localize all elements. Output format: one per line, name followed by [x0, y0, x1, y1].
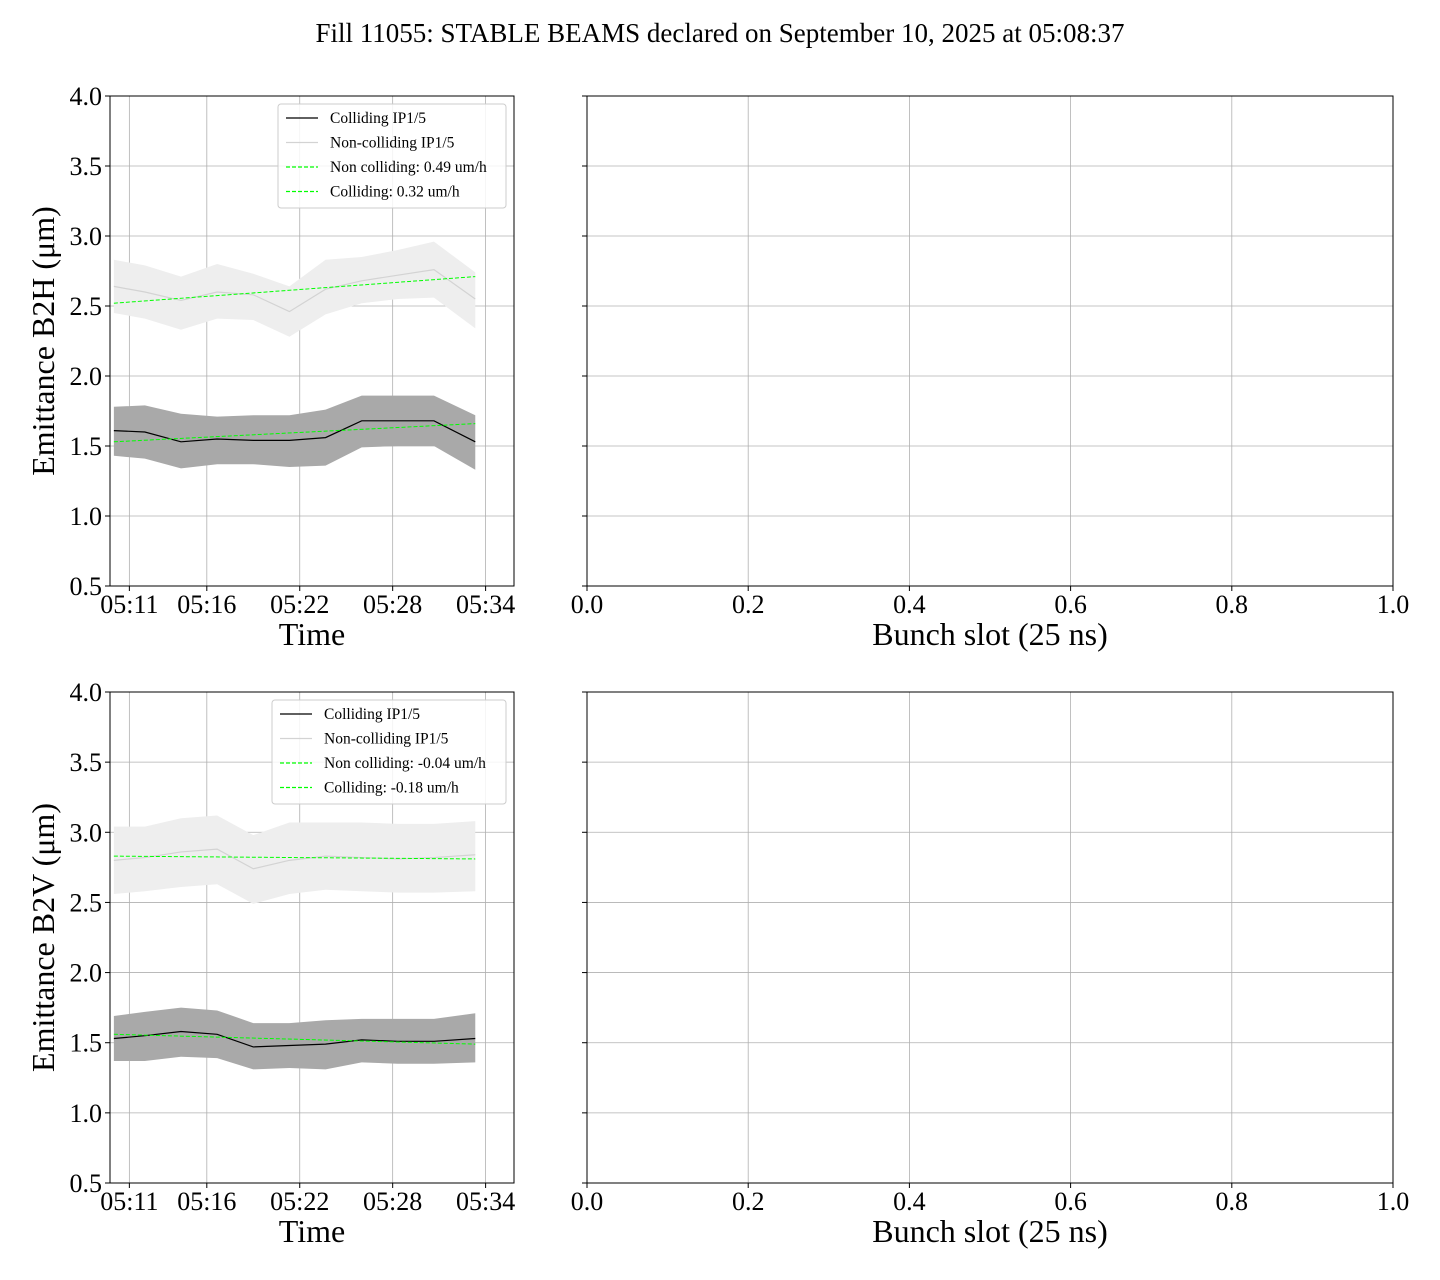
- y-tick-label: 2.0: [70, 959, 103, 988]
- chart-b2h-bunch: 0.0 0.2 0.4 0.6 0.8 1.0 Bunch slot (25 ns): [571, 95, 1410, 652]
- x-tick-label: 0.4: [893, 1187, 926, 1216]
- y-tick-label: 1.0: [70, 502, 103, 531]
- legend-entry: Non-colliding IP1/5: [330, 135, 455, 152]
- noncolliding-fit-line: [113, 276, 476, 304]
- x-tick-label: 05:34: [456, 1187, 515, 1216]
- noncolliding-line: [113, 268, 476, 313]
- x-tick-label: 05:11: [100, 1187, 158, 1216]
- y-tick-label: 3.0: [70, 818, 103, 847]
- x-tick-label: 05:22: [270, 590, 329, 619]
- x-tick-label: 05:22: [270, 1187, 329, 1216]
- legend-entry: Non colliding: 0.49 um/h: [330, 159, 487, 176]
- chart-b2v-bunch: 0.0 0.2 0.4 0.6 0.8 1.0 Bunch slot (25 ns): [571, 691, 1410, 1249]
- x-tick-label: 1.0: [1377, 590, 1410, 619]
- x-tick-label: 1.0: [1377, 1187, 1410, 1216]
- y-tick-label: 2.5: [70, 888, 103, 917]
- legend-entry: Colliding: -0.18 um/h: [324, 780, 459, 797]
- x-tick-label: 0.4: [893, 590, 926, 619]
- y-axis-label: Emittance B2H (μm): [25, 206, 61, 476]
- axes-frame: [109, 691, 515, 1184]
- y-tick-label: 0.5: [70, 1169, 103, 1198]
- x-tick-label: 0.0: [571, 1187, 604, 1216]
- y-tick-label: 3.5: [70, 152, 103, 181]
- legend-entry: Non-colliding IP1/5: [324, 731, 449, 748]
- x-tick-label: 05:16: [177, 590, 236, 619]
- x-tick-label: 05:34: [456, 590, 515, 619]
- x-axis-label: Time: [279, 616, 345, 652]
- y-tick-label: 3.0: [70, 222, 103, 251]
- legend-entry: Non colliding: -0.04 um/h: [324, 755, 486, 772]
- x-tick-label: 0.2: [732, 590, 765, 619]
- x-tick-label: 0.0: [571, 590, 604, 619]
- y-tick-label: 1.5: [70, 432, 103, 461]
- y-tick-label: 2.5: [70, 292, 103, 321]
- y-tick-label: 1.5: [70, 1029, 103, 1058]
- x-axis-label: Time: [279, 1213, 345, 1249]
- x-tick-label: 05:11: [100, 590, 158, 619]
- x-tick-label: 0.8: [1216, 590, 1249, 619]
- y-tick-label: 1.0: [70, 1099, 103, 1128]
- y-tick-label: 3.5: [70, 748, 103, 777]
- chart-b2h-time: 0.5 1.0 1.5 2.0 2.5 3.0 3.5 4.0 05:11 05:16 05:22 0…: [25, 82, 515, 652]
- y-tick-label: 2.0: [70, 362, 103, 391]
- legend: Colliding IP1/5 Non-colliding IP1/5 Non co…: [277, 103, 507, 209]
- x-axis-label: Bunch slot (25 ns): [872, 616, 1108, 652]
- y-tick-label: 4.0: [70, 82, 103, 111]
- x-axis-label: Bunch slot (25 ns): [872, 1213, 1108, 1249]
- x-tick-label: 05:28: [363, 1187, 422, 1216]
- axes-frame: [586, 95, 1394, 587]
- x-tick-label: 0.6: [1054, 590, 1087, 619]
- x-tick-label: 05:16: [177, 1187, 236, 1216]
- y-axis-label: Emittance B2V (μm): [25, 803, 61, 1072]
- axes-frame: [109, 95, 515, 587]
- colliding-band: [113, 1007, 476, 1070]
- legend-box: [277, 103, 507, 209]
- axes-frame: [586, 691, 1394, 1184]
- legend-entry: Colliding IP1/5: [324, 706, 420, 723]
- y-tick-label: 0.5: [70, 572, 103, 601]
- colliding-line: [113, 1030, 476, 1048]
- legend: Colliding IP1/5 Non-colliding IP1/5 Non co…: [271, 699, 507, 805]
- x-tick-label: 0.6: [1054, 1187, 1087, 1216]
- figure-title: Fill 11055: STABLE BEAMS declared on Sep…: [315, 18, 1125, 48]
- colliding-fit-line: [113, 1033, 476, 1045]
- legend-entry: Colliding IP1/5: [330, 110, 426, 127]
- legend-box: [271, 699, 507, 805]
- x-tick-label: 05:28: [363, 590, 422, 619]
- legend-entry: Colliding: 0.32 um/h: [330, 184, 460, 201]
- x-tick-label: 0.2: [732, 1187, 765, 1216]
- x-tick-label: 0.8: [1216, 1187, 1249, 1216]
- chart-b2v-time: 0.5 1.0 1.5 2.0 2.5 3.0 3.5 4.0 05:11 05:16 05:22 0…: [25, 678, 515, 1249]
- colliding-fit-line: [113, 423, 476, 443]
- y-tick-label: 4.0: [70, 678, 103, 707]
- noncolliding-band: [113, 241, 476, 337]
- noncolliding-fit-line: [113, 855, 476, 860]
